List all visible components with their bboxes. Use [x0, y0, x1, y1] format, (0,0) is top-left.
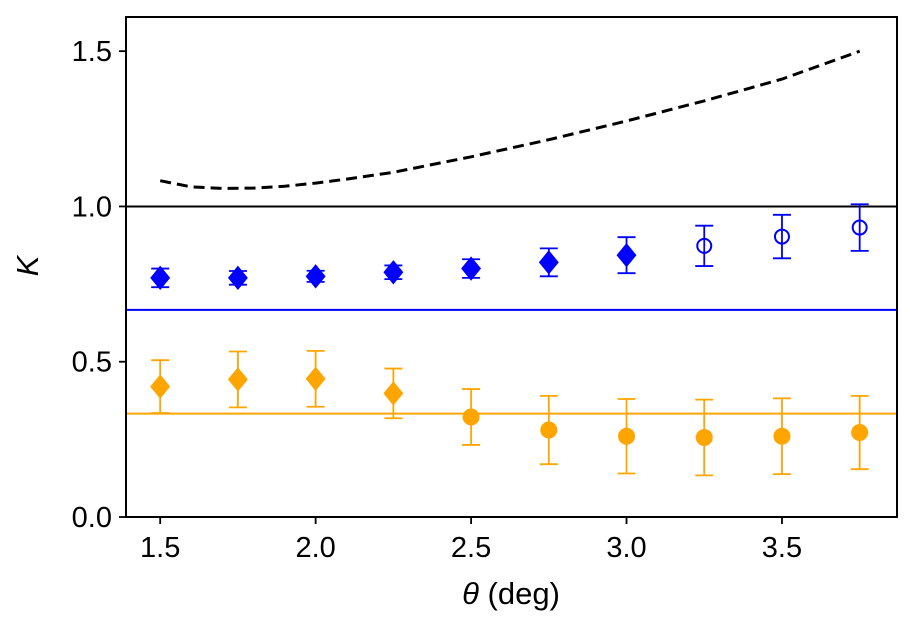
x-axis-label-symbol: θ — [462, 576, 479, 611]
y-tick-label: 1.0 — [72, 191, 112, 223]
x-tick-label: 1.5 — [140, 532, 180, 564]
blue-open-circles-point — [773, 228, 790, 245]
orange-filled-circles-point — [618, 427, 636, 445]
blue-filled-diamonds-point — [150, 265, 171, 291]
blue-open-circles-point — [696, 237, 713, 254]
x-tick-label: 3.5 — [762, 532, 802, 564]
x-tick-label: 3.0 — [606, 532, 646, 564]
blue-filled-diamonds-point — [305, 264, 326, 289]
orange-filled-circles-point — [773, 427, 791, 445]
x-axis-label-units: (deg) — [479, 576, 560, 611]
dashed-curve — [159, 49, 861, 190]
orange-filled-diamonds-point — [227, 367, 248, 392]
orange-filled-circles-point — [851, 424, 869, 442]
blue-filled-diamonds-point — [616, 243, 637, 268]
x-tick-label: 2.0 — [295, 532, 335, 564]
blue-filled-diamonds-point — [383, 260, 404, 285]
plot-frame — [125, 16, 898, 518]
x-axis-label: θ (deg) — [462, 576, 560, 611]
y-axis-label: K — [10, 254, 45, 276]
orange-filled-diamonds-point — [305, 366, 326, 391]
blue-filled-diamonds-point — [227, 265, 248, 291]
blue-filled-diamonds-point — [461, 256, 482, 281]
orange-filled-diamonds-point — [383, 381, 404, 406]
y-tick-label: 0.5 — [72, 347, 112, 379]
orange-filled-circles-point — [462, 408, 480, 426]
blue-open-circles-point — [851, 219, 868, 236]
y-tick-label: 1.5 — [72, 36, 112, 68]
orange-filled-diamonds-point — [150, 374, 171, 399]
plot-area — [126, 49, 897, 477]
axes: 1.5 2.0 2.5 3.0 3.5 0.0 0.5 1.0 1.5 — [72, 16, 898, 564]
y-tick-label: 0.0 — [72, 502, 112, 534]
x-tick-label: 2.5 — [451, 532, 491, 564]
orange-filled-circles-point — [540, 421, 558, 439]
orange-filled-circles-point — [695, 428, 713, 446]
blue-filled-diamonds-point — [538, 250, 559, 275]
